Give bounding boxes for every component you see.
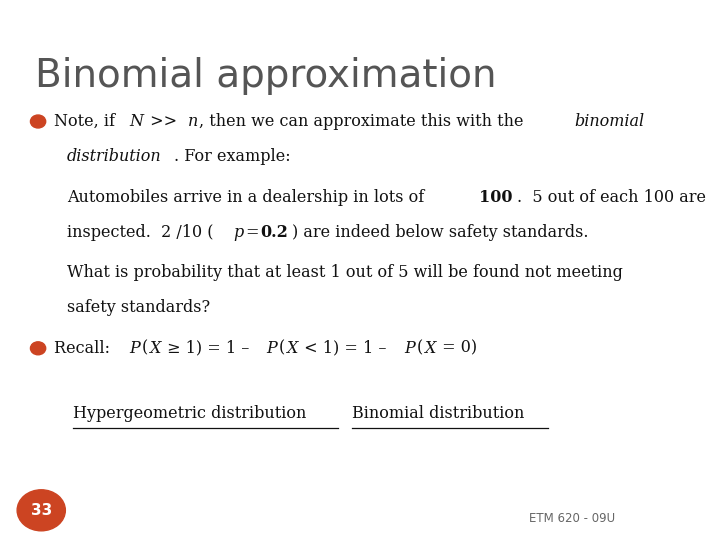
Text: X: X <box>423 340 435 357</box>
Text: (: ( <box>279 340 285 357</box>
Text: . For example:: . For example: <box>174 148 291 165</box>
Text: X: X <box>286 340 297 357</box>
Text: Binomial distribution: Binomial distribution <box>352 404 525 422</box>
Text: 0.2: 0.2 <box>260 224 288 241</box>
Text: , then we can approximate this with the: , then we can approximate this with the <box>199 113 528 130</box>
Text: = 0): = 0) <box>436 340 477 357</box>
Text: p: p <box>233 224 243 241</box>
Text: Binomial approximation: Binomial approximation <box>35 57 496 94</box>
Circle shape <box>30 115 45 128</box>
Text: (: ( <box>142 340 148 357</box>
Text: P: P <box>405 340 415 357</box>
Text: =: = <box>245 224 258 241</box>
Text: What is probability that at least 1 out of 5 will be found not meeting: What is probability that at least 1 out … <box>67 264 623 281</box>
Circle shape <box>17 490 66 531</box>
Text: Hypergeometric distribution: Hypergeometric distribution <box>73 404 306 422</box>
Circle shape <box>30 342 45 355</box>
Text: ETM 620 - 09U: ETM 620 - 09U <box>529 512 616 525</box>
Text: X: X <box>148 340 160 357</box>
Text: < 1) = 1 –: < 1) = 1 – <box>299 340 392 357</box>
Text: ) are indeed below safety standards.: ) are indeed below safety standards. <box>292 224 588 241</box>
Text: P: P <box>266 340 277 357</box>
Text: .  5 out of each 100 are: . 5 out of each 100 are <box>517 188 706 206</box>
Text: 33: 33 <box>31 503 52 518</box>
Text: Recall:: Recall: <box>54 340 120 357</box>
Text: safety standards?: safety standards? <box>67 299 210 316</box>
Text: distribution: distribution <box>67 148 161 165</box>
Text: N: N <box>129 113 143 130</box>
Text: (: ( <box>417 340 423 357</box>
Text: Note, if: Note, if <box>54 113 120 130</box>
FancyBboxPatch shape <box>0 0 641 540</box>
Text: inspected.  2 /10 (: inspected. 2 /10 ( <box>67 224 213 241</box>
Text: binomial: binomial <box>574 113 644 130</box>
Text: 100: 100 <box>479 188 512 206</box>
Text: Automobiles arrive in a dealership in lots of: Automobiles arrive in a dealership in lo… <box>67 188 429 206</box>
Text: ≥ 1) = 1 –: ≥ 1) = 1 – <box>161 340 254 357</box>
Text: >>: >> <box>145 113 182 130</box>
Text: n: n <box>187 113 198 130</box>
Text: P: P <box>130 340 140 357</box>
